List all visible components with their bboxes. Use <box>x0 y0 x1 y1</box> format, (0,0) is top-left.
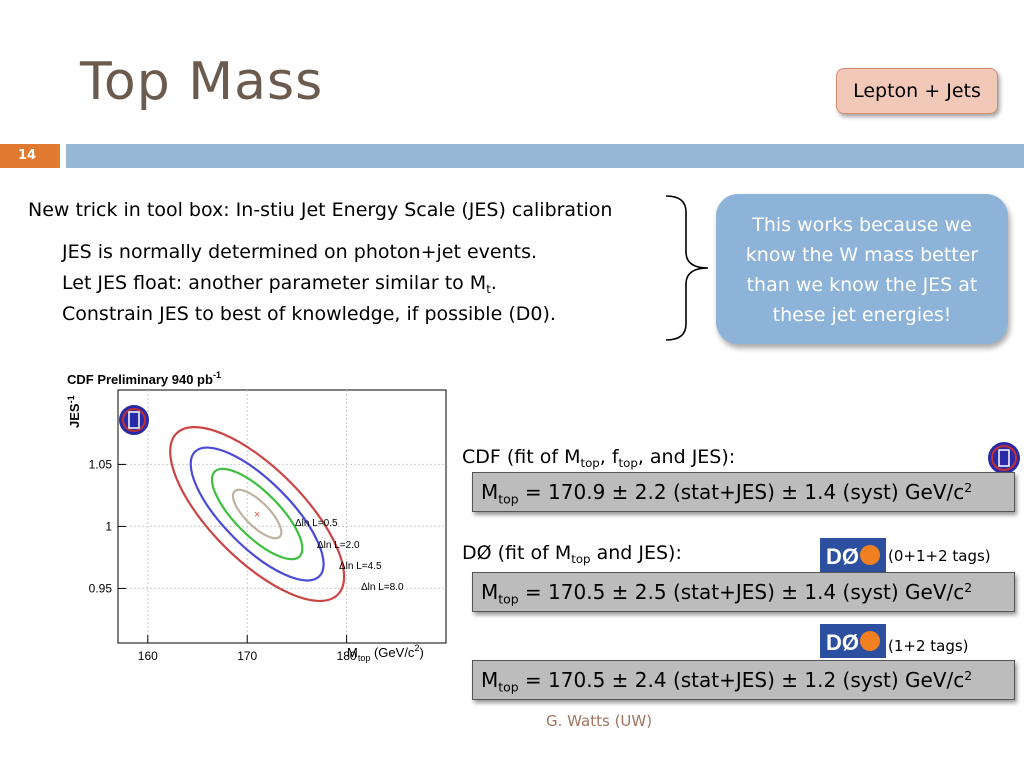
callout-line: know the W mass better <box>745 244 979 266</box>
cdf-heading: CDF (fit of Mtop, ftop, and JES): <box>462 446 736 471</box>
right-brace <box>665 195 709 341</box>
intro-text: New trick in tool box: In-stiu Jet Energ… <box>28 199 613 221</box>
bullet-1: JES is normally determined on photon+jet… <box>62 241 538 263</box>
svg-text:DØ: DØ <box>826 630 859 655</box>
y-axis-label: JES-1 <box>66 395 82 428</box>
contour-line <box>210 467 304 561</box>
cdf-logo <box>119 405 149 435</box>
bullet-2: Let JES float: another parameter similar… <box>62 272 497 297</box>
x-tick-label: 170 <box>237 649 257 663</box>
cdf-result: Mtop = 170.9 ± 2.2 (stat+JES) ± 1.4 (sys… <box>472 472 1015 512</box>
grid <box>118 390 446 643</box>
footer-author: G. Watts (UW) <box>546 712 653 730</box>
svg-text:DØ: DØ <box>826 544 859 569</box>
contour-line <box>169 425 346 603</box>
slide-number-bar: 14 <box>0 144 60 168</box>
slide-title: Top Mass <box>80 52 324 112</box>
d0-logo: DØ <box>820 538 886 572</box>
contour-line <box>231 488 283 540</box>
jes-mtop-contour-chart: CDF Preliminary 940 pb-1 JES-1 × 160 170 1… <box>66 370 447 663</box>
contour-labels: Δln L=0.5 Δln L=2.0 Δln L=4.5 Δln L=8.0 <box>295 518 404 593</box>
d0-logo: DØ <box>820 624 886 658</box>
callout-line: these jet energies! <box>772 304 952 326</box>
plot-frame <box>117 389 447 644</box>
y-tick-label: 0.95 <box>89 581 113 595</box>
x-tick-label: 180 <box>337 649 357 663</box>
contour-label: Δln L=2.0 <box>317 540 360 551</box>
callout-line: This works because we <box>752 214 972 236</box>
slide-number: 14 <box>18 148 37 163</box>
chart-title: CDF Preliminary 940 pb-1 <box>67 370 221 387</box>
d0-tags-label-2: (1+2 tags) <box>888 637 969 655</box>
d0-result-1: Mtop = 170.5 ± 2.5 (stat+JES) ± 1.4 (sys… <box>472 572 1015 612</box>
y-tick-label: 1 <box>105 519 112 533</box>
x-tick-label: 160 <box>138 649 158 663</box>
bullet-3: Constrain JES to best of knowledge, if p… <box>62 303 556 325</box>
contour-label: Δln L=0.5 <box>295 518 338 529</box>
contours: × <box>169 425 346 603</box>
contour-label: Δln L=8.0 <box>361 582 404 593</box>
best-fit-marker: × <box>254 509 260 521</box>
contour-label: Δln L=4.5 <box>339 561 382 572</box>
header-bar <box>66 144 1024 168</box>
d0-heading: DØ (fit of Mtop and JES): <box>462 542 682 567</box>
cdf-logo-small <box>988 442 1020 474</box>
ticks: 160 170 180 0.95 1 1.05 <box>89 457 357 663</box>
callout-line: than we know the JES at <box>746 274 978 296</box>
d0-result-2: Mtop = 170.5 ± 2.4 (stat+JES) ± 1.2 (sys… <box>472 660 1015 700</box>
y-tick-label: 1.05 <box>89 457 113 471</box>
explanation-callout: This works because we know the W mass be… <box>716 194 1008 344</box>
contour-line <box>189 446 325 582</box>
d0-tags-label-1: (0+1+2 tags) <box>888 547 991 565</box>
x-axis-label: Mtop (GeV/c2) <box>347 643 424 663</box>
lepton-jets-tag: Lepton + Jets <box>836 68 998 114</box>
